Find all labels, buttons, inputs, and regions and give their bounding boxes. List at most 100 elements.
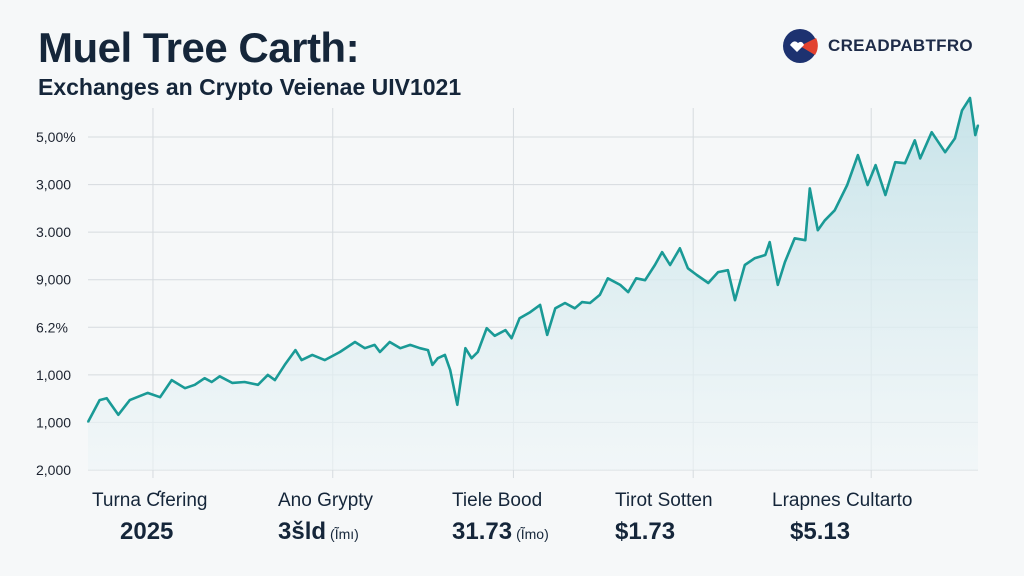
data-point (969, 97, 971, 99)
data-point (456, 404, 459, 406)
data-point (117, 414, 120, 416)
data-point (518, 317, 521, 320)
data-point (707, 282, 710, 284)
data-point (589, 302, 591, 304)
data-point (283, 364, 286, 366)
data-point (464, 347, 467, 350)
data-point (409, 344, 411, 346)
data-point (635, 277, 638, 280)
data-point (866, 184, 869, 186)
stat-value-text: $5.13 (790, 518, 851, 545)
data-point (363, 347, 366, 350)
data-point (574, 307, 576, 310)
data-point (546, 334, 549, 336)
data-point (266, 374, 269, 376)
data-point (833, 209, 836, 212)
data-point (695, 274, 698, 276)
data-point (824, 219, 826, 222)
data-point (768, 241, 771, 243)
y-tick-label: 6.2% (36, 319, 68, 335)
data-point (87, 421, 89, 423)
data-point (581, 301, 583, 303)
data-point (919, 157, 921, 160)
data-point (218, 375, 221, 378)
data-point (427, 349, 429, 351)
data-point (654, 264, 656, 266)
data-point (619, 284, 622, 286)
stat-value: $5.13 (790, 518, 912, 546)
data-point (606, 277, 609, 280)
y-tick-label: 1,000 (36, 367, 71, 383)
data-point (339, 351, 341, 353)
data-point (529, 311, 532, 313)
stat-block: Lrapnes Cultarto $5.13 (772, 490, 912, 546)
data-point (105, 397, 108, 399)
stat-label: Turna Ƈfering (92, 490, 208, 511)
data-point (257, 384, 259, 386)
data-point (539, 304, 541, 306)
data-point (184, 387, 186, 389)
data-point (274, 379, 276, 381)
data-point (323, 359, 326, 361)
data-point (243, 381, 246, 383)
chart-title: Muel Tree Carth: (38, 24, 360, 71)
data-point (431, 364, 434, 366)
data-point (808, 187, 811, 190)
data-point (170, 379, 173, 381)
data-point (98, 399, 101, 401)
data-point (727, 269, 729, 272)
data-point (679, 247, 681, 250)
stat-unit: (Ĩmo) (516, 526, 549, 542)
data-point (744, 264, 746, 266)
area-fill (88, 98, 978, 470)
data-point (857, 154, 859, 156)
brand-emblem-icon (783, 29, 818, 63)
brand-logo: CREADPABTFRO (782, 28, 973, 64)
data-point (231, 382, 233, 384)
stat-value-text: $1.73 (615, 518, 676, 545)
data-point (354, 341, 356, 343)
data-point (954, 137, 956, 140)
data-point (564, 302, 566, 304)
chart-subtitle: Exchanges an Crypto Veienae UIV1021 (38, 74, 462, 100)
data-point (846, 184, 848, 186)
data-point (510, 337, 513, 340)
data-point (914, 139, 916, 142)
data-point (379, 351, 381, 353)
data-point (554, 307, 557, 310)
data-point (477, 351, 479, 353)
data-point (717, 271, 719, 273)
data-point (159, 396, 161, 399)
data-point (388, 341, 391, 343)
data-point (470, 357, 473, 360)
data-point (194, 384, 196, 386)
stat-label: Ano Grypty (278, 490, 374, 511)
data-point (661, 251, 663, 253)
data-point (904, 162, 906, 164)
data-point (449, 369, 452, 371)
stat-block: Turna Ƈfering 2025 (92, 490, 207, 546)
stat-value: 2025 (120, 518, 207, 546)
data-point (944, 151, 946, 154)
data-point (129, 399, 131, 401)
data-point (961, 109, 963, 112)
data-point (977, 124, 979, 126)
data-point (764, 254, 767, 256)
stat-label: Tiele Bood (452, 490, 543, 511)
data-point (669, 264, 671, 266)
stat-label: Tirot Sotten (615, 490, 713, 511)
data-point (734, 299, 736, 301)
data-point (753, 257, 756, 260)
data-point (804, 239, 807, 242)
data-point (493, 335, 496, 337)
data-point (874, 164, 877, 166)
stat-label: Lrapnes Cultarto (772, 490, 913, 511)
data-point (373, 344, 376, 346)
stat-value: 31.73 (Ĩmo) (452, 518, 549, 546)
data-point (687, 267, 689, 270)
data-point (894, 161, 897, 164)
data-point (210, 381, 213, 383)
stat-value-text: 2025 (120, 518, 174, 545)
data-point (146, 392, 149, 394)
y-tick-label: 3,000 (36, 177, 71, 193)
